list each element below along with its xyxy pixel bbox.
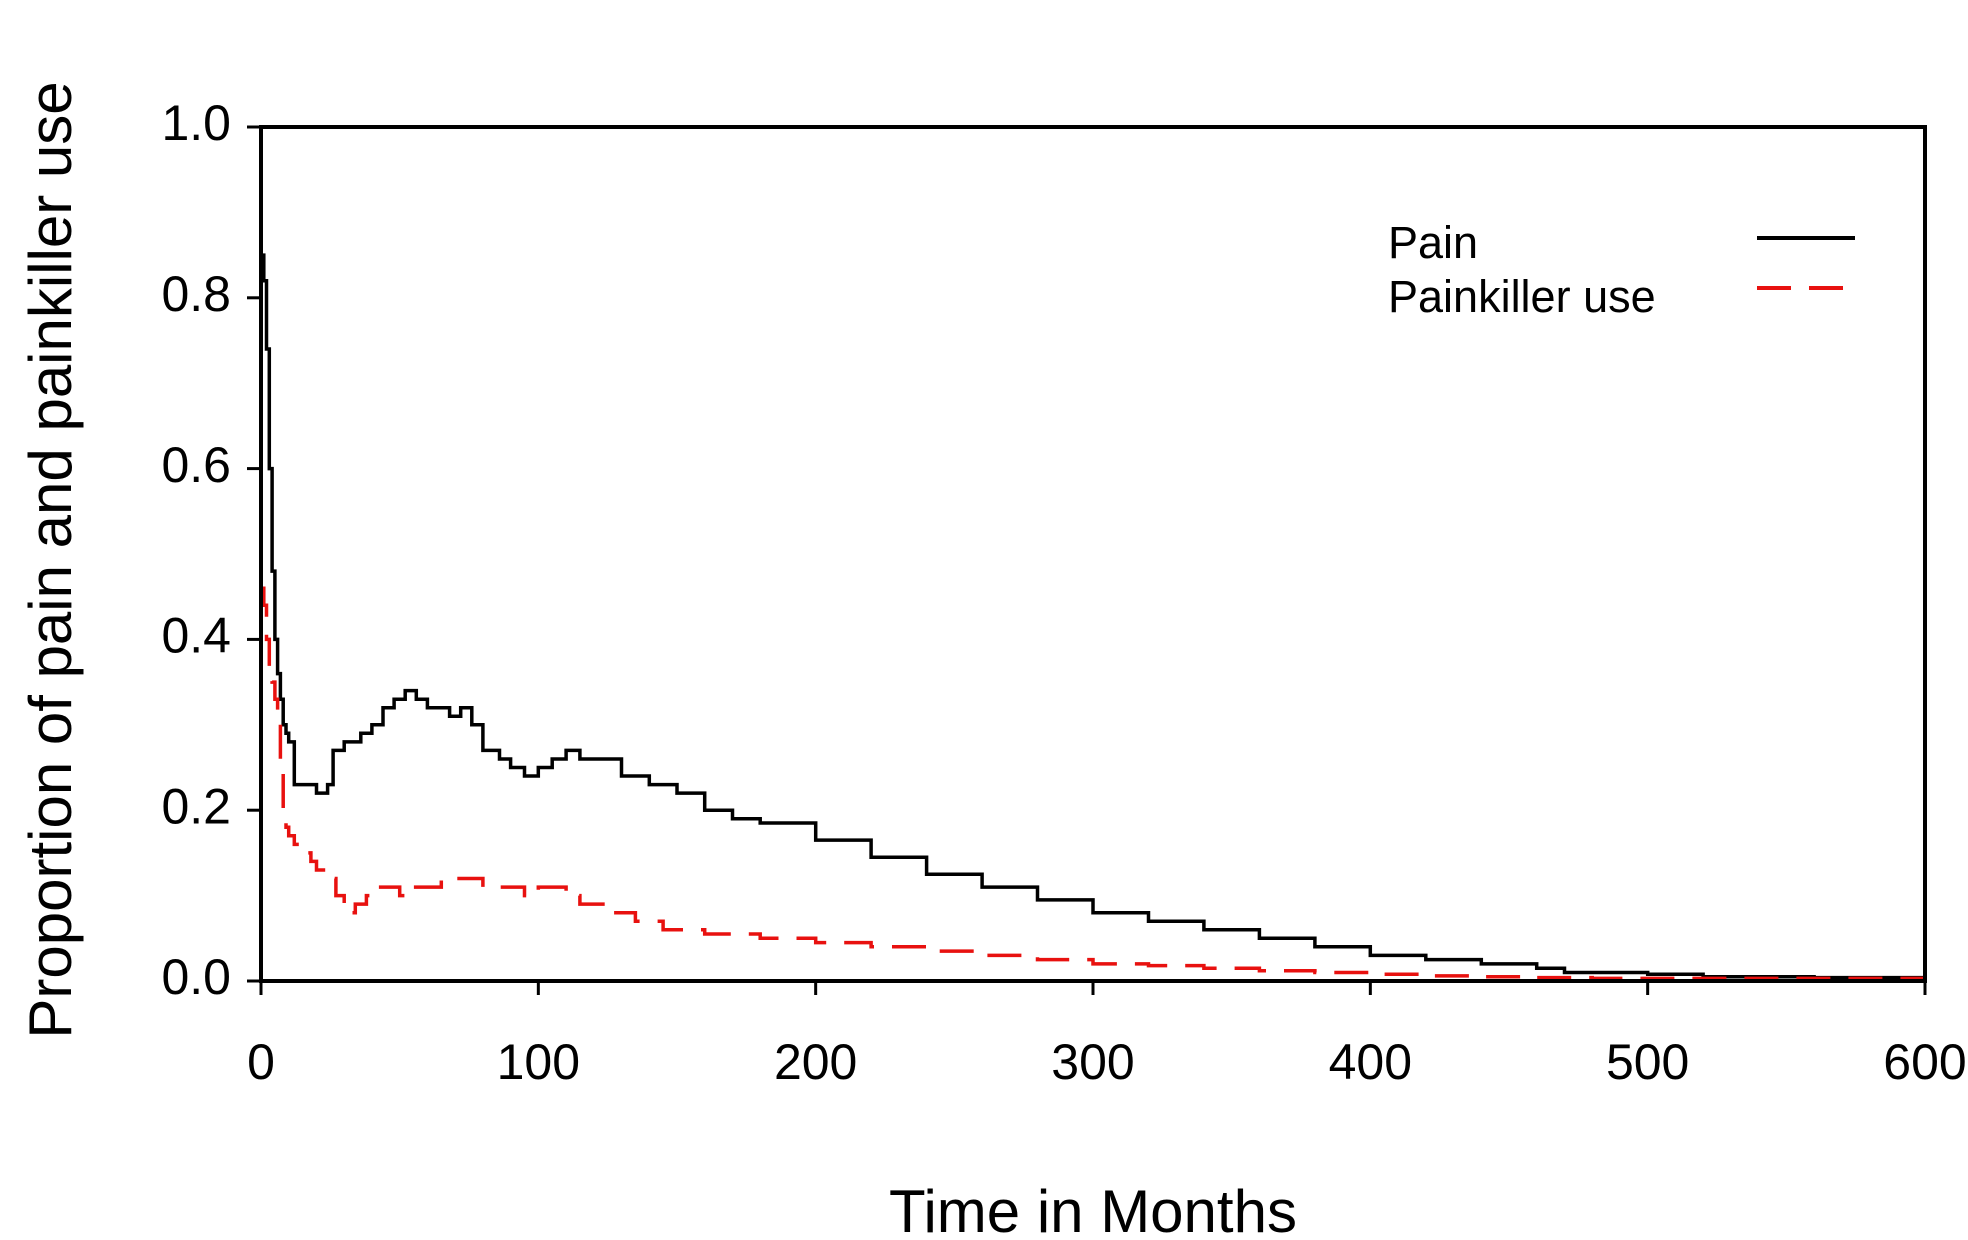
x-tick-label: 600 bbox=[1883, 1034, 1966, 1090]
x-axis-title: Time in Months bbox=[889, 1178, 1297, 1240]
x-tick-label: 100 bbox=[497, 1034, 580, 1090]
x-tick-label: 500 bbox=[1606, 1034, 1689, 1090]
legend-label-painkiller-use: Painkiller use bbox=[1388, 271, 1656, 322]
series-line-painkiller-use bbox=[261, 586, 1927, 981]
x-tick-label: 400 bbox=[1329, 1034, 1412, 1090]
y-axis-title-group: Proportion of pain and painkiller use bbox=[17, 81, 84, 1038]
legend: Pain Painkiller use bbox=[1388, 217, 1855, 322]
x-tick-label: 300 bbox=[1051, 1034, 1134, 1090]
x-tick-label: 0 bbox=[247, 1034, 275, 1090]
y-tick-label: 0.6 bbox=[161, 437, 231, 493]
plot-frame bbox=[259, 125, 1927, 983]
y-tick-label: 0.0 bbox=[161, 949, 231, 1005]
legend-label-pain: Pain bbox=[1388, 217, 1478, 268]
axes-layer: 0 100 200 300 400 500 600 0.0 0.2 0.4 0.6 0.8 1.0 bbox=[161, 95, 1966, 1090]
y-tick-label: 0.4 bbox=[161, 608, 231, 664]
y-tick-label: 1.0 bbox=[161, 95, 231, 151]
y-axis-title: Proportion of pain and painkiller use bbox=[17, 81, 84, 1038]
y-tick-label: 0.2 bbox=[161, 778, 231, 834]
x-tick-label: 200 bbox=[774, 1034, 857, 1090]
series-line-pain bbox=[261, 253, 1925, 980]
series-layer bbox=[261, 253, 1927, 981]
y-tick-label: 0.8 bbox=[161, 266, 231, 322]
